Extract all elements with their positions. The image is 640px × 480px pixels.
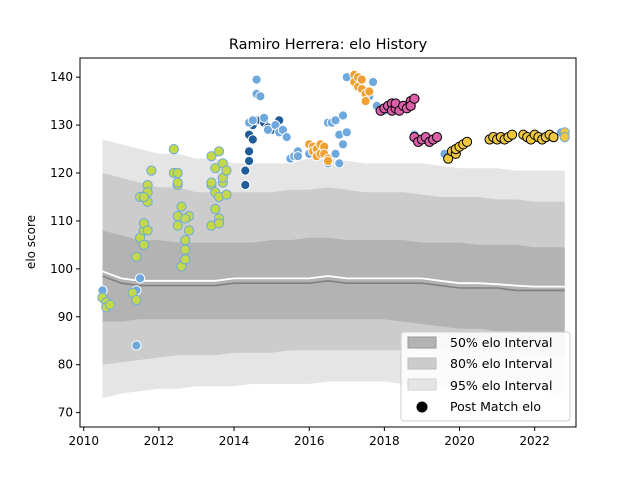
- data-point: [461, 136, 473, 147]
- legend-label-post-match: Post Match elo: [450, 399, 541, 414]
- data-point: [341, 127, 352, 138]
- data-point: [213, 218, 225, 229]
- data-point: [244, 146, 255, 157]
- data-point: [247, 115, 258, 126]
- x-tick-label: 2014: [219, 434, 250, 448]
- data-point: [259, 112, 270, 124]
- chart-title: Ramiro Herrera: elo History: [229, 37, 428, 53]
- data-point: [330, 115, 341, 126]
- legend-frame: [400, 331, 571, 422]
- mean-line: [102, 270, 565, 288]
- legend-swatch-80: [407, 357, 437, 370]
- data-point: [180, 254, 191, 265]
- data-point: [559, 132, 570, 143]
- data-point: [548, 132, 559, 143]
- y-tick-label: 90: [58, 310, 73, 324]
- data-point: [262, 124, 273, 135]
- legend-swatch-50: [407, 336, 437, 349]
- data-point: [172, 167, 183, 179]
- data-point: [142, 225, 153, 236]
- x-tick-label: 2018: [369, 434, 400, 448]
- series-4: [304, 69, 375, 167]
- data-point: [221, 189, 232, 200]
- data-point: [176, 201, 187, 212]
- legend-label-95: 95% elo Interval: [450, 378, 552, 393]
- data-point: [135, 273, 146, 284]
- y-tick-label: 130: [50, 118, 73, 132]
- data-point: [105, 299, 116, 310]
- series-6: [443, 129, 559, 164]
- data-point: [356, 74, 367, 85]
- data-point: [330, 148, 341, 159]
- data-point: [240, 179, 251, 191]
- data-point: [322, 155, 334, 167]
- data-point: [334, 158, 345, 169]
- data-point: [210, 163, 221, 174]
- series-1: [97, 144, 232, 313]
- data-point: [364, 86, 375, 97]
- data-point: [206, 151, 217, 162]
- plot-frame: [79, 57, 577, 428]
- legend-label-80: 80% elo Interval: [450, 356, 552, 371]
- data-point: [138, 191, 149, 203]
- data-point: [180, 244, 191, 255]
- data-point: [360, 96, 371, 107]
- data-point: [255, 91, 266, 102]
- x-tick-label: 2010: [68, 434, 99, 448]
- data-point: [244, 155, 255, 167]
- y-tick-label: 100: [50, 262, 73, 276]
- data-point: [131, 251, 142, 262]
- x-tick-label: 2016: [294, 434, 325, 448]
- data-point: [180, 213, 191, 224]
- data-point: [409, 93, 420, 104]
- x-tick-label: 2012: [144, 434, 175, 448]
- data-point: [172, 177, 183, 188]
- data-point: [206, 177, 217, 188]
- data-point: [172, 220, 183, 231]
- data-point: [247, 134, 258, 145]
- data-point: [292, 151, 303, 162]
- data-point: [337, 139, 349, 150]
- data-point: [431, 132, 443, 143]
- data-point: [221, 165, 232, 176]
- x-tick-label: 2022: [519, 434, 550, 448]
- y-axis: 70 80 90 100 110 120 130 140: [50, 70, 80, 420]
- y-tick-label: 120: [50, 166, 73, 180]
- data-point: [146, 165, 157, 176]
- data-point: [213, 146, 225, 157]
- data-point: [138, 239, 149, 250]
- data-point: [131, 340, 142, 351]
- x-axis: 2010 2012 2014 2016 2018 2020 2022: [68, 427, 550, 448]
- legend-swatch-95: [407, 378, 437, 391]
- x-tick-label: 2020: [444, 434, 475, 448]
- legend-label-50: 50% elo Interval: [450, 335, 552, 350]
- series-7: [559, 127, 570, 143]
- data-point: [506, 129, 518, 140]
- data-point: [180, 235, 191, 246]
- data-point: [168, 144, 179, 155]
- y-tick-label: 140: [50, 70, 73, 84]
- data-point: [131, 294, 142, 306]
- series-5: [375, 93, 443, 147]
- data-point: [183, 225, 195, 236]
- median-line: [102, 275, 565, 292]
- legend: 50% elo Interval 80% elo Interval 95% el…: [400, 331, 571, 422]
- y-tick-label: 80: [58, 358, 73, 372]
- y-tick-label: 110: [50, 214, 73, 228]
- data-point: [281, 132, 292, 143]
- y-tick-label: 70: [58, 406, 73, 420]
- data-point: [240, 165, 251, 176]
- data-point: [368, 76, 379, 88]
- y-axis-label: elo score: [24, 215, 38, 269]
- data-point: [251, 74, 262, 85]
- data-point: [210, 203, 221, 215]
- legend-marker-post-match: [416, 401, 428, 413]
- data-point: [337, 110, 349, 121]
